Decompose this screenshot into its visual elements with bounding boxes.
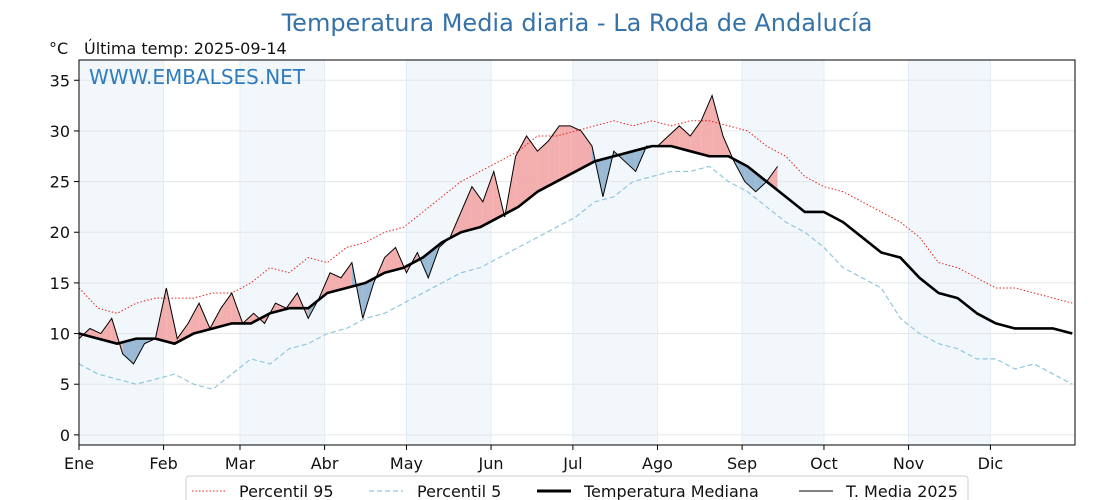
x-tick-label: Jun	[478, 454, 504, 473]
chart-title: Temperatura Media diaria - La Roda de An…	[281, 9, 873, 37]
y-tick-label: 35	[50, 71, 70, 90]
anomaly-fill-warm	[537, 141, 549, 192]
x-tick-label: Jul	[562, 454, 582, 473]
anomaly-fill-warm	[100, 318, 112, 343]
anomaly-fill-warm	[668, 125, 680, 149]
series-line-percentil-95	[78, 120, 1073, 314]
y-tick-label: 20	[50, 223, 70, 242]
series-lines	[78, 93, 1073, 390]
anomaly-fill-warm	[482, 171, 494, 226]
x-tick-label: Feb	[149, 454, 177, 473]
x-tick-label: Ene	[64, 454, 94, 473]
unit-label: °C	[49, 39, 68, 58]
legend: Percentil 95 Percentil 5 Temperatura Med…	[185, 475, 969, 500]
y-tick-label: 15	[50, 274, 70, 293]
anomaly-fill-cool	[624, 150, 636, 172]
series-line-media-2025	[78, 93, 778, 365]
x-tick-label: Abr	[311, 454, 339, 473]
anomaly-fill-warm	[471, 186, 483, 230]
anomaly-fill-warm	[559, 125, 571, 181]
anomaly-fill-cool	[133, 338, 145, 364]
anomaly-fill-warm	[766, 166, 778, 191]
legend-label-p5: Percentil 5	[417, 482, 501, 500]
y-tick-label: 5	[60, 375, 70, 394]
x-tick-label: Oct	[810, 454, 838, 473]
x-axis: Ene Feb Mar Abr May Jun Jul Ago Sep Oct Nov Dic	[64, 445, 1003, 473]
anomaly-fill-warm	[570, 125, 582, 175]
legend-label-p95: Percentil 95	[239, 482, 334, 500]
x-tick-label: Sep	[727, 454, 757, 473]
anomaly-fill-warm	[701, 95, 713, 157]
y-tick-label: 0	[60, 426, 70, 445]
series-line-percentil-5	[78, 165, 1073, 390]
legend-label-median: Temperatura Mediana	[583, 482, 759, 500]
anomaly-fill-warm	[690, 120, 702, 155]
x-tick-label: May	[390, 454, 423, 473]
series-line-mediana	[78, 144, 1073, 345]
month-band	[239, 60, 325, 445]
anomaly-fill-warm	[330, 272, 341, 293]
last-temp-label: Última temp: 2025-09-14	[84, 39, 287, 58]
x-tick-label: Dic	[978, 454, 1004, 473]
anomaly-fill-cool	[122, 339, 134, 364]
anomaly-fill-warm	[275, 303, 287, 312]
anomaly-fill-warm	[548, 125, 560, 186]
anomaly-fill-warm	[526, 135, 538, 201]
anomaly-fill-warm	[581, 130, 593, 169]
month-band	[908, 60, 991, 445]
legend-box	[185, 475, 969, 500]
month-band	[742, 60, 824, 445]
anomaly-fill-warm	[515, 135, 527, 209]
month-band	[406, 60, 492, 445]
anomaly-fill-warm	[220, 293, 232, 327]
x-tick-label: Ago	[642, 454, 673, 473]
anomaly-fill-warm	[461, 186, 472, 233]
anomaly-fill-warm	[712, 95, 723, 157]
watermark: WWW.EMBALSES.NET	[89, 65, 306, 89]
plot-frame	[78, 59, 1076, 446]
legend-label-2025: T. Media 2025	[845, 482, 958, 500]
anomaly-fill-warm	[188, 303, 200, 337]
x-tick-label: Nov	[893, 454, 924, 473]
x-tick-label: Mar	[225, 454, 256, 473]
month-band	[572, 60, 658, 445]
y-tick-label: 25	[50, 173, 70, 192]
anomaly-fill-cool	[755, 172, 767, 192]
y-tick-label: 30	[50, 122, 70, 141]
month-band	[79, 60, 164, 445]
anomaly-fill-warm	[679, 125, 691, 152]
anomaly-fill-warm	[340, 262, 352, 290]
anomaly-fill-warm	[384, 247, 396, 273]
y-tick-label: 10	[50, 325, 70, 344]
y-axis: 0 5 10 15 20 25 30 35	[50, 71, 79, 445]
month-bands	[79, 60, 991, 445]
